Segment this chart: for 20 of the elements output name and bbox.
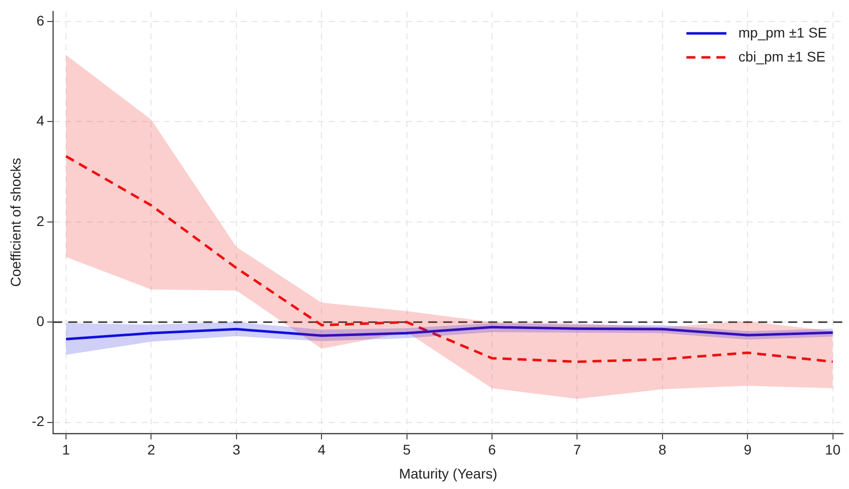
y-tick-label: 2: [36, 212, 44, 229]
x-tick-label: 7: [573, 442, 582, 458]
y-tick-label: 0: [36, 312, 44, 329]
x-axis-title: Maturity (Years): [398, 465, 498, 482]
y-axis-title: Coefficient of shocks: [7, 158, 24, 287]
x-tick-label: 9: [744, 442, 752, 458]
x-tick-label: 6: [488, 442, 496, 458]
x-tick-label: 1: [62, 442, 70, 458]
y-tick-label: 4: [36, 112, 44, 129]
x-tick-label: 5: [402, 442, 411, 458]
x-tick-label: 8: [658, 442, 666, 458]
x-tick-label: 2: [147, 442, 156, 458]
line-series: [64, 154, 834, 363]
legend-label: cbi_pm ±1 SE: [738, 48, 826, 64]
legend-label: mp_pm ±1 SE: [738, 24, 827, 40]
y-tick-label: -2: [32, 413, 44, 430]
x-tick-label: 10: [824, 442, 841, 458]
x-tick-label: 3: [232, 442, 241, 458]
x-tick-label: 4: [318, 442, 326, 458]
y-tick-label: 6: [36, 12, 44, 28]
